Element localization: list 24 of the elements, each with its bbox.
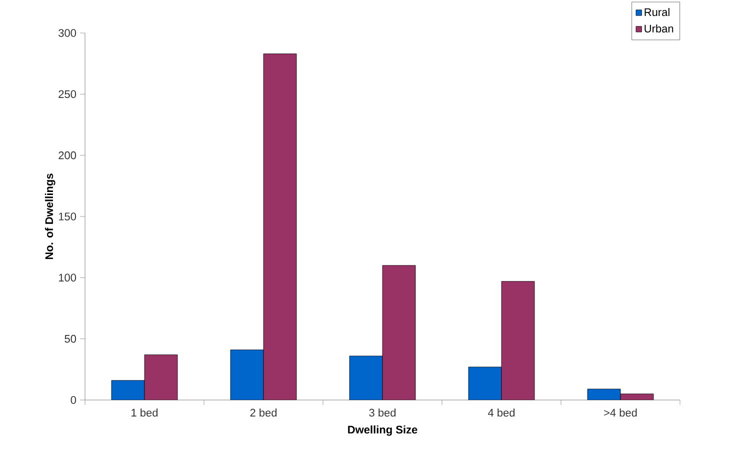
y-tick-label: 250 bbox=[58, 90, 76, 98]
x-tick-label: 1 bed bbox=[132, 408, 158, 417]
bar bbox=[382, 265, 416, 400]
bar bbox=[230, 350, 264, 400]
y-tick-label: 150 bbox=[58, 212, 76, 220]
bar bbox=[468, 366, 502, 400]
y-tick-label: 100 bbox=[58, 274, 76, 282]
y-axis-title: No. of Dwellings bbox=[44, 174, 56, 260]
bar bbox=[144, 354, 178, 400]
x-tick-label: >4 bed bbox=[604, 408, 637, 417]
bar bbox=[501, 281, 535, 400]
x-tick-label: 2 bed bbox=[250, 408, 277, 417]
bar bbox=[111, 380, 145, 400]
bar bbox=[349, 356, 383, 400]
legend-label: Rural bbox=[644, 8, 670, 16]
y-tick-label: 0 bbox=[70, 396, 76, 404]
y-tick-label: 300 bbox=[58, 29, 76, 37]
x-axis-title: Dwelling Size bbox=[348, 425, 418, 436]
legend-label: Urban bbox=[644, 24, 674, 33]
bar bbox=[263, 54, 297, 400]
y-tick-label: 50 bbox=[64, 334, 76, 343]
x-tick-label: 4 bed bbox=[488, 408, 515, 417]
x-tick-label: 3 bed bbox=[369, 408, 396, 417]
y-tick-label: 200 bbox=[58, 151, 76, 160]
